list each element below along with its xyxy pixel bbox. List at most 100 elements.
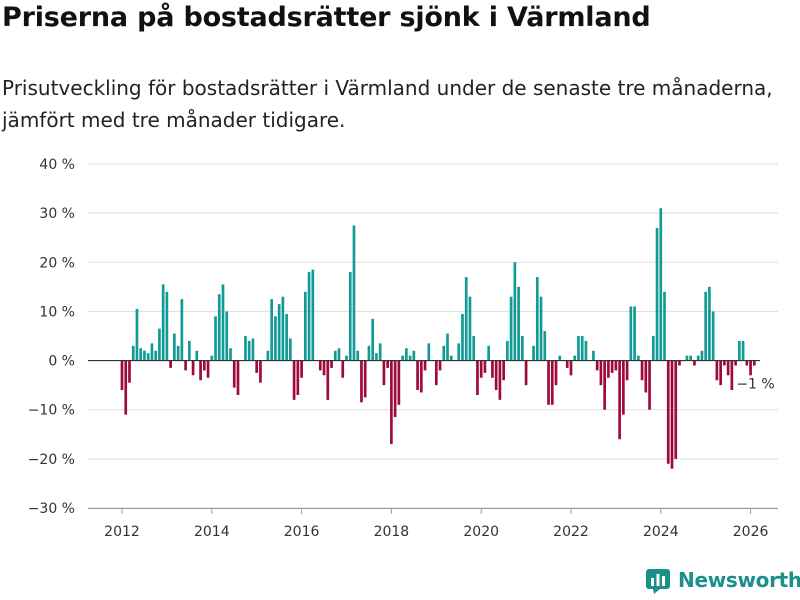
- x-tick-label: 2024: [643, 524, 679, 540]
- bar: [622, 360, 625, 415]
- bar: [532, 345, 535, 361]
- bar: [330, 360, 333, 368]
- bar: [341, 360, 345, 378]
- bar: [210, 355, 214, 361]
- bar: [483, 360, 487, 373]
- bar: [457, 343, 461, 361]
- bar: [124, 360, 128, 415]
- bar: [584, 340, 588, 361]
- bar: [491, 360, 494, 378]
- bar: [693, 360, 696, 366]
- bar-chart: 40 % 30 % 20 % 10 % 0 % −10 % −20 % −30 % 2012 20…: [28, 157, 778, 540]
- bar: [259, 360, 262, 383]
- x-tick-label: 2014: [194, 524, 230, 540]
- bar: [580, 336, 584, 361]
- bar: [708, 286, 711, 361]
- bar: [277, 304, 281, 361]
- bar: [401, 355, 404, 361]
- bar: [472, 336, 476, 361]
- bar: [150, 343, 154, 361]
- bar: [300, 360, 303, 378]
- bar: [232, 360, 236, 388]
- bar: [274, 316, 277, 361]
- bar: [120, 360, 124, 391]
- chart-title: Priserna på bostadsrätter sjönk i Värmla…: [2, 2, 651, 33]
- bar: [318, 360, 322, 371]
- bar: [640, 360, 644, 381]
- bar: [214, 316, 217, 361]
- bar: [202, 360, 206, 371]
- bar: [565, 360, 569, 368]
- bar: [434, 360, 438, 386]
- bar: [345, 355, 348, 361]
- bar: [749, 360, 752, 376]
- bar: [371, 318, 375, 361]
- bar: [363, 360, 367, 398]
- bar: [539, 296, 543, 361]
- bar: [550, 360, 554, 405]
- bar: [659, 208, 663, 361]
- y-tick-label: 30 %: [39, 206, 75, 222]
- bar: [427, 343, 431, 361]
- bar: [479, 360, 483, 378]
- bar: [487, 345, 491, 361]
- bar: [715, 360, 719, 381]
- bar: [573, 355, 577, 361]
- bar: [221, 284, 225, 361]
- bar: [322, 360, 326, 376]
- bar: [449, 355, 453, 361]
- bar: [311, 269, 315, 361]
- bar: [685, 355, 689, 361]
- bar: [700, 350, 704, 361]
- bar: [386, 360, 389, 368]
- bar: [524, 360, 528, 386]
- bar: [633, 306, 636, 361]
- bar: [502, 360, 505, 381]
- bar: [734, 360, 737, 366]
- bar: [390, 360, 393, 445]
- bar: [255, 360, 259, 373]
- y-tick-label: −30 %: [28, 501, 75, 517]
- bar: [405, 348, 408, 361]
- bar: [337, 348, 341, 361]
- bar: [726, 360, 730, 376]
- y-tick-label: 40 %: [39, 157, 75, 173]
- bar: [464, 277, 468, 361]
- bar: [217, 294, 221, 361]
- y-tick-label: −20 %: [28, 452, 75, 468]
- bar: [438, 360, 442, 371]
- bar: [408, 355, 412, 361]
- bar: [333, 350, 337, 361]
- bar: [468, 296, 472, 361]
- bar: [161, 284, 165, 361]
- x-tick-label: 2020: [463, 524, 499, 540]
- y-tick-label: −10 %: [28, 403, 75, 419]
- bar: [547, 360, 550, 405]
- bar: [266, 350, 270, 361]
- bar: [663, 291, 666, 361]
- bar: [651, 336, 655, 361]
- x-tick-label: 2012: [104, 524, 140, 540]
- bar: [595, 360, 599, 371]
- bar: [281, 296, 285, 361]
- bar: [535, 277, 539, 361]
- bar: [296, 360, 300, 395]
- y-tick-label: 10 %: [39, 304, 75, 320]
- bar: [674, 360, 678, 459]
- bar: [696, 355, 700, 361]
- bar: [416, 360, 419, 391]
- bar: [738, 340, 741, 361]
- bar: [442, 345, 446, 361]
- bar: [375, 353, 378, 361]
- x-tick-label: 2022: [553, 524, 589, 540]
- bar: [393, 360, 397, 418]
- bar: [636, 355, 640, 361]
- bar: [154, 350, 158, 361]
- bar: [135, 308, 139, 361]
- bar: [360, 360, 363, 403]
- bar: [741, 340, 745, 361]
- bar: [244, 336, 247, 361]
- bar: [509, 296, 513, 361]
- y-tick-label: 20 %: [39, 255, 75, 271]
- bar: [569, 360, 573, 376]
